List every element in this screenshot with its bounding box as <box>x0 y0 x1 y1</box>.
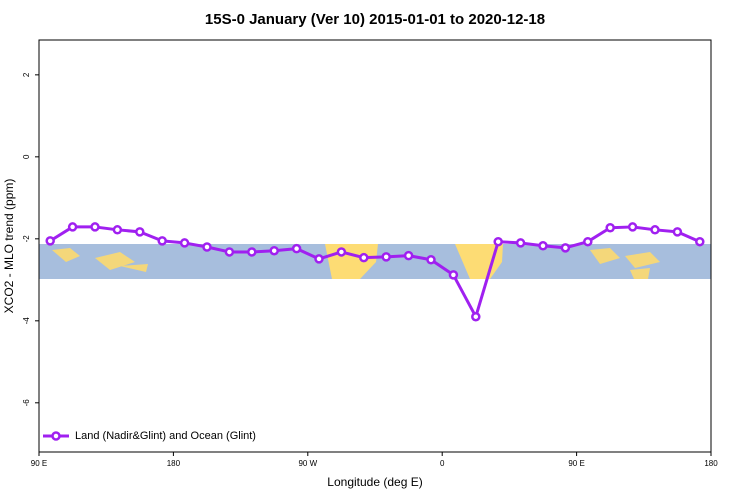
legend-label: Land (Nadir&Glint) and Ocean (Glint) <box>75 430 256 442</box>
point <box>359 252 369 263</box>
point <box>157 236 167 246</box>
chart-title: 15S-0 January (Ver 10) 2015-01-01 to 202… <box>205 11 545 28</box>
point <box>493 236 503 247</box>
y-tick-label: -4 <box>22 317 31 325</box>
point <box>448 270 459 280</box>
point <box>695 236 705 247</box>
point <box>605 223 615 233</box>
point <box>90 222 100 232</box>
point <box>627 222 638 232</box>
point <box>67 222 78 232</box>
point <box>336 247 347 257</box>
x-tick-label: 0 <box>440 459 445 468</box>
x-axis-label: Longitude (deg E) <box>327 475 422 489</box>
point <box>515 238 526 248</box>
point <box>314 254 324 264</box>
point <box>471 311 481 322</box>
point <box>560 243 571 253</box>
y-tick-label: -6 <box>22 399 31 407</box>
point <box>202 242 212 252</box>
point <box>583 236 593 247</box>
point <box>269 245 279 256</box>
legend-marker <box>51 431 61 441</box>
x-tick-label: 180 <box>167 459 181 468</box>
point <box>426 254 436 265</box>
point <box>291 243 302 254</box>
point <box>179 238 190 248</box>
y-tick-label: 2 <box>22 72 31 77</box>
x-tick-label: 90 E <box>568 459 584 468</box>
point <box>538 241 548 251</box>
point <box>224 247 235 257</box>
point <box>45 236 55 246</box>
point <box>650 225 660 235</box>
y-axis-label: XCO2 - MLO trend (ppm) <box>2 179 16 314</box>
point <box>381 252 391 262</box>
point <box>403 250 414 261</box>
x-tick-label: 90 E <box>31 459 47 468</box>
x-tick-label: 90 W <box>298 459 317 468</box>
x-tick-label: 180 <box>704 459 718 468</box>
point <box>247 247 257 257</box>
point <box>135 227 145 237</box>
point <box>672 227 683 237</box>
point <box>112 225 123 235</box>
y-tick-label: 0 <box>22 154 31 159</box>
y-tick-label: -2 <box>22 235 31 243</box>
plot-frame <box>38 39 712 453</box>
map-band <box>39 244 711 279</box>
